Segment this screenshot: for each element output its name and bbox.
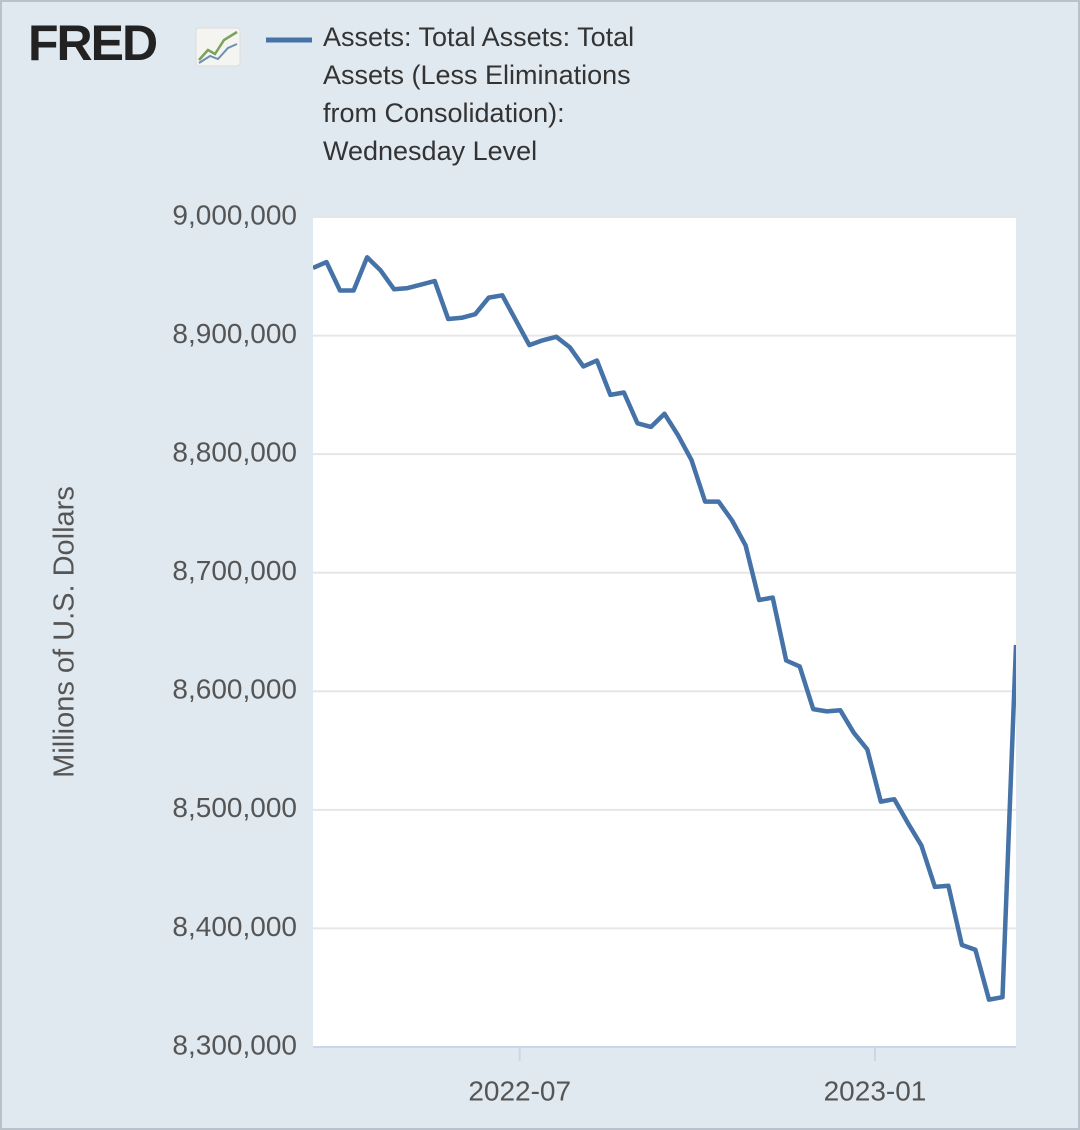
y-tick-label: 8,900,000 (172, 318, 297, 349)
logo: FRED (28, 15, 157, 71)
y-tick-label: 8,400,000 (172, 911, 297, 942)
x-tick-label: 2022-07 (468, 1075, 571, 1106)
data-line (313, 255, 1016, 1002)
y-tick-label: 9,000,000 (172, 199, 297, 230)
y-tick-label: 8,700,000 (172, 555, 297, 586)
logo-icon (195, 27, 241, 67)
x-tick-label: 2023-01 (824, 1075, 927, 1106)
y-tick-label: 8,600,000 (172, 674, 297, 705)
y-tick-label: 8,500,000 (172, 792, 297, 823)
y-tick-label: 8,300,000 (172, 1029, 297, 1060)
y-tick-label: 8,800,000 (172, 437, 297, 468)
plot-area (313, 217, 1016, 1047)
legend-label: Assets: Total Assets: Total Assets (Less… (323, 22, 635, 166)
y-axis-label: Millions of U.S. Dollars (49, 486, 81, 778)
